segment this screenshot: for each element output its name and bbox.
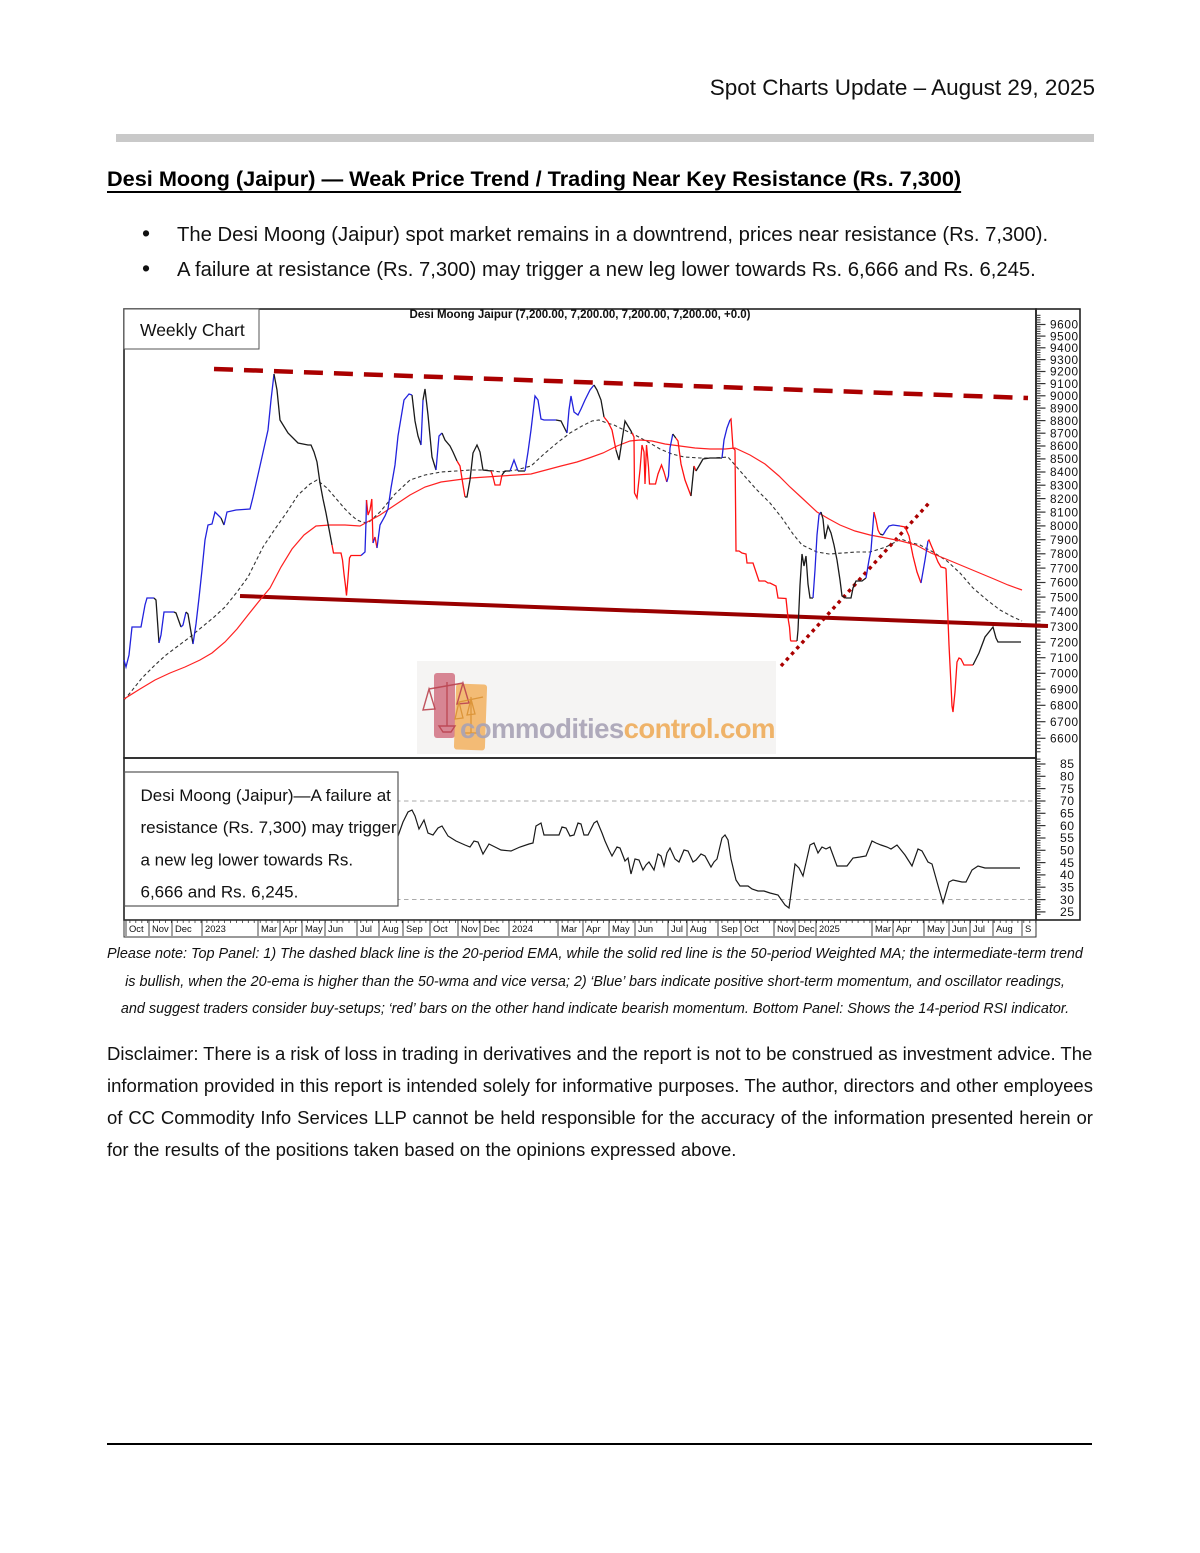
svg-text:2025: 2025 — [819, 923, 840, 934]
svg-text:commoditiescontrol.com: commoditiescontrol.com — [460, 713, 775, 744]
svg-text:Mar: Mar — [261, 923, 277, 934]
svg-text:Jul: Jul — [360, 923, 372, 934]
svg-text:8600: 8600 — [1050, 439, 1079, 453]
svg-text:7200: 7200 — [1050, 635, 1079, 649]
svg-text:2023: 2023 — [205, 923, 226, 934]
svg-text:Mar: Mar — [561, 923, 577, 934]
svg-text:7500: 7500 — [1050, 590, 1079, 604]
svg-text:7300: 7300 — [1050, 620, 1079, 634]
svg-text:6900: 6900 — [1050, 682, 1079, 696]
svg-text:Oct: Oct — [129, 923, 144, 934]
svg-text:80: 80 — [1060, 770, 1075, 784]
svg-text:a new leg lower towards Rs.: a new leg lower towards Rs. — [141, 851, 354, 870]
svg-text:Dec: Dec — [483, 923, 500, 934]
svg-text:Mar: Mar — [875, 923, 891, 934]
svg-text:Nov: Nov — [152, 923, 169, 934]
svg-text:6800: 6800 — [1050, 699, 1079, 713]
svg-text:9100: 9100 — [1050, 377, 1079, 391]
svg-text:Aug: Aug — [996, 923, 1013, 934]
svg-text:70: 70 — [1060, 794, 1075, 808]
svg-text:7000: 7000 — [1050, 667, 1079, 681]
svg-text:Aug: Aug — [690, 923, 707, 934]
svg-text:Jul: Jul — [973, 923, 985, 934]
svg-text:8800: 8800 — [1050, 414, 1079, 428]
svg-text:Sep: Sep — [721, 923, 738, 934]
svg-text:8900: 8900 — [1050, 401, 1079, 415]
svg-text:Jun: Jun — [952, 923, 967, 934]
svg-text:Oct: Oct — [433, 923, 448, 934]
svg-text:Jun: Jun — [638, 923, 653, 934]
svg-text:Weekly Chart: Weekly Chart — [140, 320, 245, 340]
svg-text:55: 55 — [1060, 831, 1075, 845]
svg-text:7600: 7600 — [1050, 576, 1079, 590]
svg-text:8700: 8700 — [1050, 426, 1079, 440]
svg-text:Apr: Apr — [586, 923, 601, 934]
svg-text:7900: 7900 — [1050, 533, 1079, 547]
svg-text:Oct: Oct — [744, 923, 759, 934]
svg-text:9600: 9600 — [1050, 318, 1079, 332]
svg-text:Dec: Dec — [175, 923, 192, 934]
svg-text:85: 85 — [1060, 757, 1075, 771]
svg-text:9400: 9400 — [1050, 341, 1079, 355]
svg-text:May: May — [305, 923, 323, 934]
svg-text:6600: 6600 — [1050, 732, 1079, 746]
svg-text:9300: 9300 — [1050, 353, 1079, 367]
svg-text:45: 45 — [1060, 856, 1075, 870]
svg-text:8400: 8400 — [1050, 465, 1079, 479]
svg-text:Dec: Dec — [798, 923, 815, 934]
svg-text:9000: 9000 — [1050, 389, 1079, 403]
svg-text:75: 75 — [1060, 782, 1075, 796]
svg-text:8100: 8100 — [1050, 505, 1079, 519]
svg-text:6700: 6700 — [1050, 715, 1079, 729]
svg-text:Nov: Nov — [777, 923, 794, 934]
svg-text:Apr: Apr — [896, 923, 911, 934]
svg-text:8300: 8300 — [1050, 478, 1079, 492]
svg-text:8200: 8200 — [1050, 492, 1079, 506]
svg-text:6,666 and Rs. 6,245.: 6,666 and Rs. 6,245. — [141, 883, 299, 902]
svg-text:Nov: Nov — [461, 923, 478, 934]
svg-text:Aug: Aug — [382, 923, 399, 934]
svg-text:35: 35 — [1060, 881, 1075, 895]
svg-text:60: 60 — [1060, 819, 1075, 833]
svg-text:Desi Moong (Jaipur)—A failure: Desi Moong (Jaipur)—A failure at — [141, 786, 392, 805]
svg-text:Sep: Sep — [406, 923, 423, 934]
svg-text:65: 65 — [1060, 807, 1075, 821]
svg-text:May: May — [927, 923, 945, 934]
svg-text:Jun: Jun — [328, 923, 343, 934]
svg-text:Jul: Jul — [671, 923, 683, 934]
svg-text:S: S — [1025, 923, 1031, 934]
svg-text:7400: 7400 — [1050, 605, 1079, 619]
svg-text:Apr: Apr — [283, 923, 298, 934]
svg-text:9500: 9500 — [1050, 329, 1079, 343]
svg-text:8000: 8000 — [1050, 519, 1079, 533]
svg-text:7700: 7700 — [1050, 561, 1079, 575]
svg-text:Desi Moong Jaipur (7,200.00, 7: Desi Moong Jaipur (7,200.00, 7,200.00, 7… — [409, 309, 750, 321]
svg-text:May: May — [612, 923, 630, 934]
svg-text:7100: 7100 — [1050, 651, 1079, 665]
svg-text:50: 50 — [1060, 844, 1075, 858]
svg-text:30: 30 — [1060, 893, 1075, 907]
svg-text:2024: 2024 — [512, 923, 533, 934]
svg-text:7800: 7800 — [1050, 547, 1079, 561]
svg-text:resistance (Rs. 7,300) may tri: resistance (Rs. 7,300) may trigger — [141, 818, 397, 837]
svg-text:25: 25 — [1060, 905, 1075, 919]
svg-text:9200: 9200 — [1050, 365, 1079, 379]
svg-text:40: 40 — [1060, 868, 1075, 882]
svg-text:8500: 8500 — [1050, 452, 1079, 466]
